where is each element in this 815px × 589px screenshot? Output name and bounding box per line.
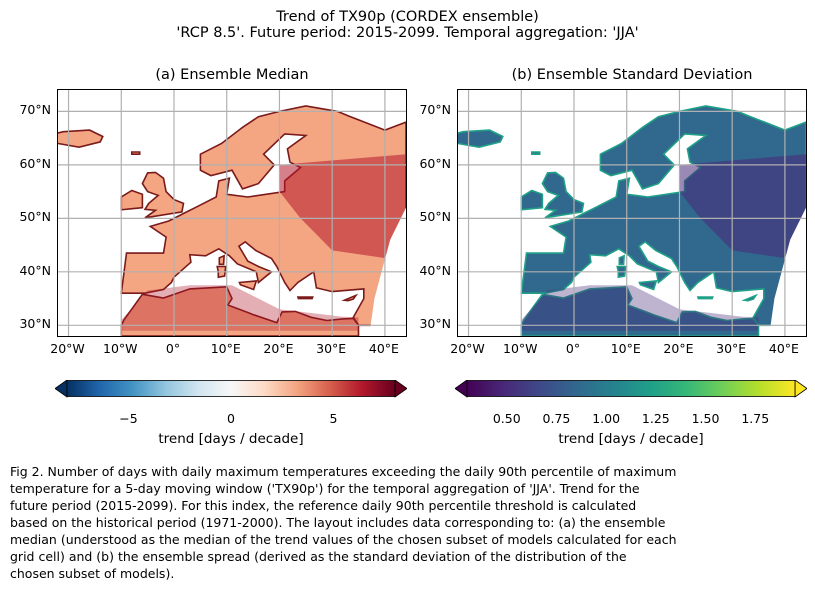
colorbar-tick-label: 0.50 <box>492 411 521 426</box>
lon-tick-label: 10°W <box>103 341 138 356</box>
colorbar-tick-label: 1.00 <box>592 411 621 426</box>
island-land <box>696 296 714 300</box>
colorbar-tick-label: 0 <box>227 411 235 426</box>
colorbar-tick-label: 1.25 <box>641 411 670 426</box>
island-land <box>741 293 759 302</box>
map-land <box>58 105 406 336</box>
map-land <box>458 105 806 336</box>
lon-tick-label: 20°W <box>450 341 485 356</box>
interior-gradient <box>279 154 406 262</box>
gridlines <box>58 90 406 336</box>
caption-line: future period (2015-2099). For this inde… <box>10 498 637 513</box>
lon-tick-label: 10°E <box>610 341 641 356</box>
lon-tick-label: 0° <box>165 341 181 356</box>
lat-tick-label: 40°N <box>19 262 51 278</box>
lon-tick-label: 40°E <box>768 341 799 356</box>
std-colorbar <box>455 380 807 398</box>
caption-line: chosen subset of models). <box>10 566 175 581</box>
caption-line: grid cell) and (b) the ensemble spread (… <box>10 549 627 564</box>
island-land <box>531 151 541 155</box>
island-land <box>618 254 625 266</box>
lat-tick-label: 70°N <box>419 102 451 118</box>
colorbar-tick-label: 1.50 <box>691 411 720 426</box>
panel-a-title: (a) Ensemble Median <box>155 67 309 83</box>
lon-tick-label: 30°E <box>716 341 747 356</box>
lon-tick-label: 30°E <box>316 341 347 356</box>
colorbar-extend-min <box>455 380 468 398</box>
lon-tick-label: 20°W <box>50 341 85 356</box>
figure-subtitle: 'RCP 8.5'. Future period: 2015-2099. Tem… <box>176 25 639 41</box>
colorbar-tick-label: 5 <box>329 411 338 426</box>
median-map-plot <box>58 90 406 336</box>
gridlines <box>458 90 806 336</box>
lat-tick-label: 30°N <box>19 316 51 332</box>
panel-b-title: (b) Ensemble Standard Deviation <box>511 67 753 83</box>
lon-tick-label: 10°W <box>503 341 538 356</box>
island-land <box>58 129 104 149</box>
colorbar-extend-max <box>794 380 807 398</box>
std-colorbar-label: trend [days / decade] <box>558 431 704 447</box>
median-colorbar <box>55 380 407 398</box>
colorbar-tick-label: −5 <box>119 411 138 426</box>
lon-tick-label: 10°E <box>210 341 241 356</box>
island-land <box>131 151 141 155</box>
lat-tick-label: 40°N <box>419 262 451 278</box>
africa-land <box>520 285 760 336</box>
interior-gradient <box>679 154 806 262</box>
colorbar-extend-min <box>55 380 68 398</box>
lat-tick-label: 60°N <box>19 155 51 171</box>
lat-tick-label: 30°N <box>419 316 451 332</box>
lon-tick-label: 40°E <box>368 341 399 356</box>
figure-title: Trend of TX90p (CORDEX ensemble) <box>276 9 539 25</box>
island-land <box>141 171 185 219</box>
lat-tick-label: 60°N <box>419 155 451 171</box>
island-land <box>238 279 258 291</box>
africa-land <box>120 285 360 336</box>
colorbar-tick-label: 1.75 <box>741 411 770 426</box>
lat-tick-label: 50°N <box>419 209 451 225</box>
island-land <box>638 279 658 291</box>
std-map-plot <box>458 90 806 336</box>
lon-tick-label: 0° <box>565 341 581 356</box>
colorbar-extend-max <box>394 380 407 398</box>
island-land <box>296 296 314 300</box>
colorbar-gradient <box>466 380 796 397</box>
caption-line: based on the historical period (1971-200… <box>10 515 666 530</box>
median-colorbar-label: trend [days / decade] <box>158 431 304 447</box>
island-land <box>520 189 544 211</box>
median-map <box>57 89 407 337</box>
lon-tick-label: 20°E <box>663 341 694 356</box>
coastal-band <box>121 285 359 331</box>
lat-tick-label: 50°N <box>19 209 51 225</box>
colorbar-tick-label: 0.75 <box>542 411 571 426</box>
caption-line: median (understood as the median of the … <box>10 532 677 547</box>
island-land <box>120 189 144 211</box>
lon-tick-label: 20°E <box>263 341 294 356</box>
island-land <box>218 254 225 266</box>
caption-line: temperature for a 5-day moving window ('… <box>10 481 640 496</box>
lat-tick-label: 70°N <box>19 102 51 118</box>
colorbar-gradient <box>66 380 396 397</box>
figure-caption: Fig 2. Number of days with daily maximum… <box>10 463 805 582</box>
caption-line: Fig 2. Number of days with daily maximum… <box>10 464 677 479</box>
island-land <box>541 171 585 219</box>
island-land <box>458 129 504 149</box>
coastal-band <box>521 285 759 331</box>
std-map <box>457 89 807 337</box>
island-land <box>341 293 359 302</box>
